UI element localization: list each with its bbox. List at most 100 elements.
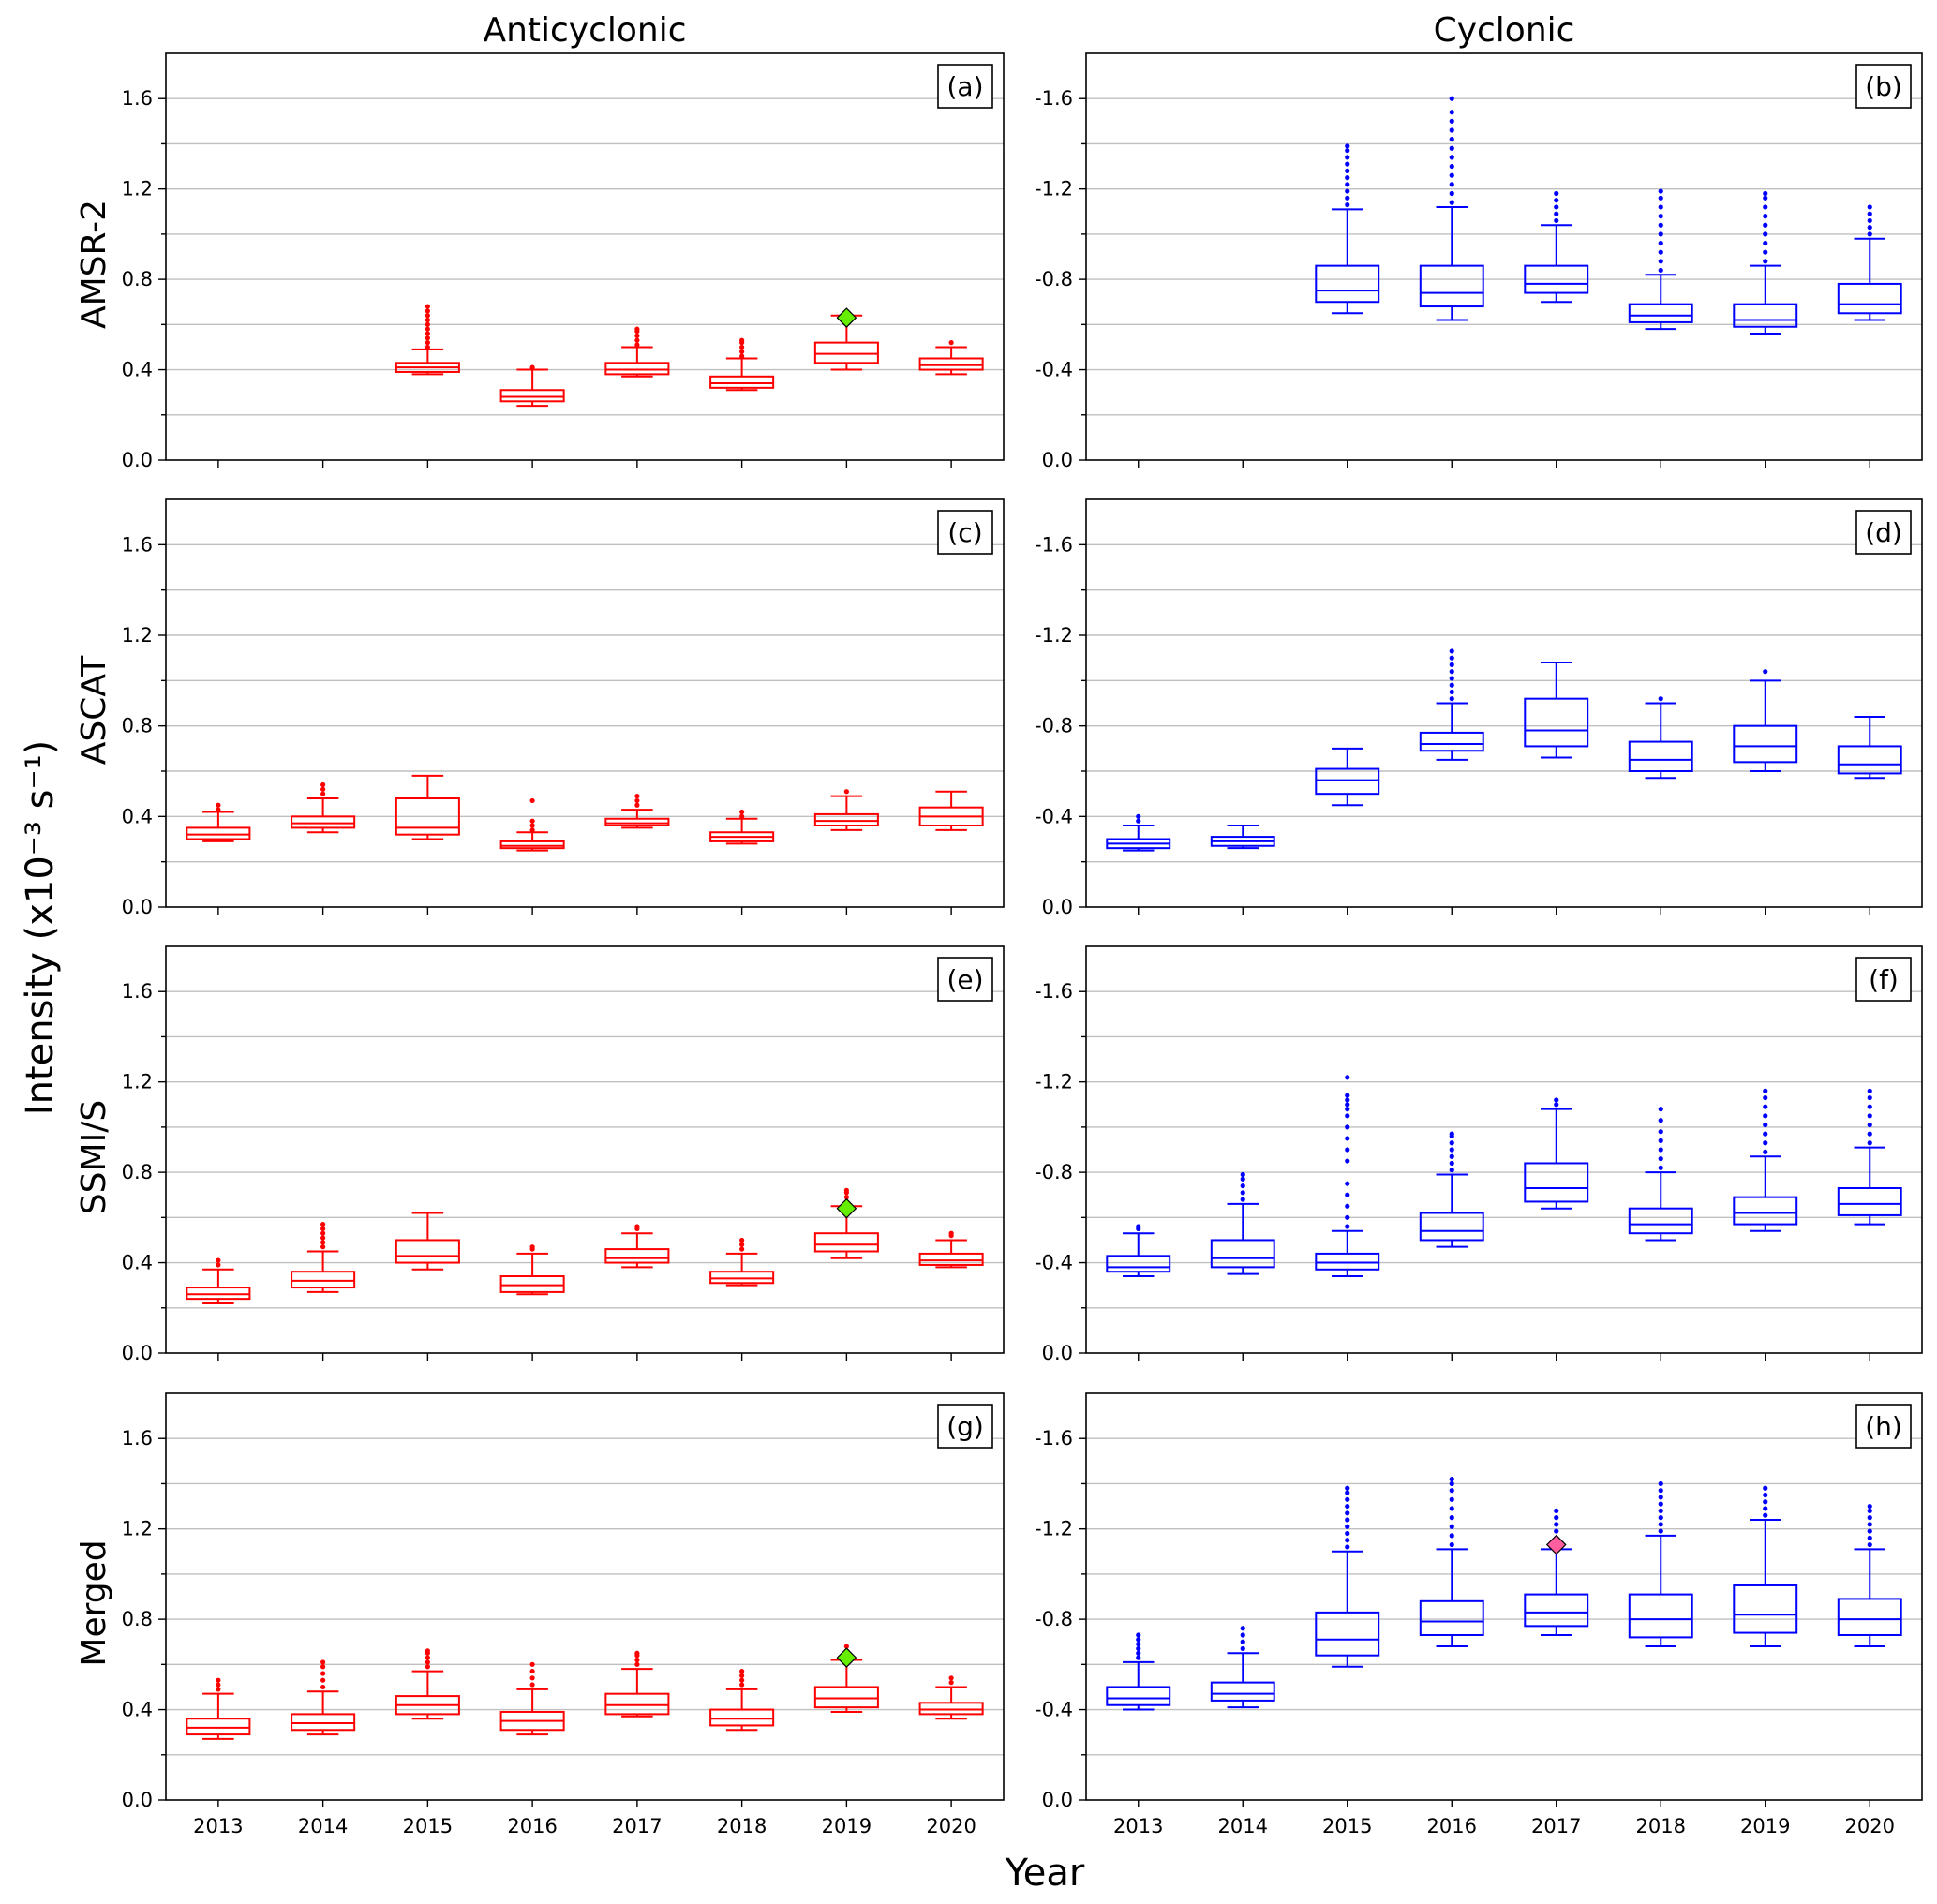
outlier-point	[216, 1687, 221, 1692]
outlier-point	[1867, 1508, 1872, 1513]
box-iqr	[1837, 745, 1902, 775]
box-iqr	[1524, 1593, 1589, 1628]
y-tick-label: -0.4	[1035, 1252, 1073, 1274]
row-label-ascat: ASCAT	[75, 655, 113, 765]
outlier-point	[1658, 1501, 1663, 1507]
box-iqr	[709, 1708, 775, 1727]
y-tick-label: 0.4	[122, 805, 153, 827]
outlier-point	[843, 1187, 849, 1193]
outlier-point	[1449, 118, 1454, 124]
outlier-point	[634, 1657, 640, 1663]
outlier-point	[1345, 201, 1350, 208]
box-iqr	[1837, 282, 1902, 315]
outlier-point	[1867, 1140, 1872, 1146]
outlier-point	[320, 1664, 326, 1670]
box-iqr	[604, 817, 670, 826]
box-2018	[1628, 1107, 1693, 1242]
outlier-point	[1763, 1485, 1768, 1491]
outlier-point	[529, 827, 535, 833]
box-2017	[604, 1650, 670, 1718]
outlier-point	[1345, 1136, 1350, 1141]
outlier-point	[1345, 188, 1350, 194]
highlight-diamond	[836, 1647, 857, 1668]
outlier-point	[1658, 214, 1663, 219]
outlier-point	[1449, 669, 1454, 675]
outlier-point	[739, 1668, 745, 1674]
outlier-point	[425, 340, 430, 346]
x-tick-label: 2018	[717, 1815, 767, 1837]
y-tick-label: 1.2	[122, 178, 153, 201]
outlier-point	[320, 1221, 326, 1227]
outlier-point	[1449, 182, 1454, 187]
panel-label: (c)	[947, 517, 982, 548]
box-2013	[1106, 1224, 1171, 1278]
outlier-point	[1658, 1488, 1663, 1494]
panel-g: 0.0 0.4 0.8 1.2 1.6 2013 2014 2015 2016 2017 2018 2…	[122, 1392, 1005, 1837]
outlier-point	[1345, 1544, 1350, 1550]
box-2014	[291, 1221, 356, 1293]
outlier-point	[1763, 669, 1768, 675]
box-iqr	[1419, 1599, 1484, 1636]
outlier-point	[1763, 1122, 1768, 1128]
outlier-point	[1345, 1510, 1350, 1516]
outlier-point	[1345, 1214, 1350, 1220]
x-tick-label: 2017	[612, 1815, 662, 1837]
outlier-point	[1449, 1533, 1454, 1539]
box-iqr	[1524, 264, 1589, 294]
outlier-point	[1345, 1102, 1350, 1108]
y-tick-label: -1.6	[1035, 87, 1073, 110]
outlier-point	[1345, 1203, 1350, 1209]
box-2017	[1524, 1508, 1589, 1636]
plot-frame	[1085, 52, 1923, 461]
outlier-point	[529, 1675, 535, 1681]
outlier-point	[1658, 1129, 1663, 1135]
y-tick-label: 0.0	[122, 896, 153, 918]
box-2020	[1837, 1088, 1902, 1226]
y-tick-label: 0.0	[1042, 1789, 1073, 1811]
outlier-point	[1345, 1158, 1350, 1164]
outlier-point	[1449, 689, 1454, 695]
box-2015	[1315, 143, 1380, 315]
box-2016	[499, 1661, 565, 1736]
outlier-point	[1867, 1088, 1872, 1093]
outlier-point	[739, 349, 745, 354]
outlier-point	[948, 1230, 954, 1236]
outlier-point	[739, 813, 745, 819]
y-tick-label: 1.2	[122, 1518, 153, 1540]
outlier-point	[1658, 195, 1663, 201]
outlier-point	[1867, 211, 1872, 216]
outlier-point	[1449, 1515, 1454, 1521]
panel-d: 0.0 -0.4 -0.8 -1.2 -1.6 (d)	[1035, 498, 1923, 918]
outlier-point	[1345, 1485, 1350, 1491]
outlier-point	[529, 797, 535, 804]
x-tick-label: 2014	[1218, 1815, 1268, 1837]
outlier-point	[1658, 1156, 1663, 1162]
box-iqr	[604, 362, 670, 376]
outlier-point	[739, 337, 745, 343]
outlier-point	[216, 1677, 221, 1683]
x-tick-label: 2016	[1427, 1815, 1477, 1837]
x-tick-label: 2019	[822, 1815, 872, 1837]
box-2013	[1106, 1632, 1171, 1711]
outlier-point	[529, 818, 535, 824]
box-2017	[1524, 1097, 1589, 1210]
panel-label: (f)	[1869, 964, 1899, 995]
box-2017	[1524, 662, 1589, 759]
outlier-point	[529, 1661, 535, 1667]
outlier-point	[1658, 1107, 1663, 1112]
box-2014	[1210, 1626, 1275, 1709]
outlier-point	[1345, 1113, 1350, 1119]
y-tick-label: -0.4	[1035, 805, 1073, 827]
outlier-point	[1345, 1093, 1350, 1098]
outlier-point	[1345, 1147, 1350, 1153]
box-2017	[604, 793, 670, 829]
outlier-point	[1554, 211, 1559, 216]
x-axis-title: Year	[1005, 1852, 1085, 1895]
outlier-point	[1240, 1171, 1245, 1178]
box-2016	[499, 797, 565, 852]
outlier-point	[1658, 1165, 1663, 1170]
y-tick-label: -1.2	[1035, 178, 1073, 201]
y-tick-label: 1.6	[122, 980, 153, 1003]
outlier-point	[1867, 1541, 1872, 1548]
box-iqr	[395, 1239, 460, 1264]
